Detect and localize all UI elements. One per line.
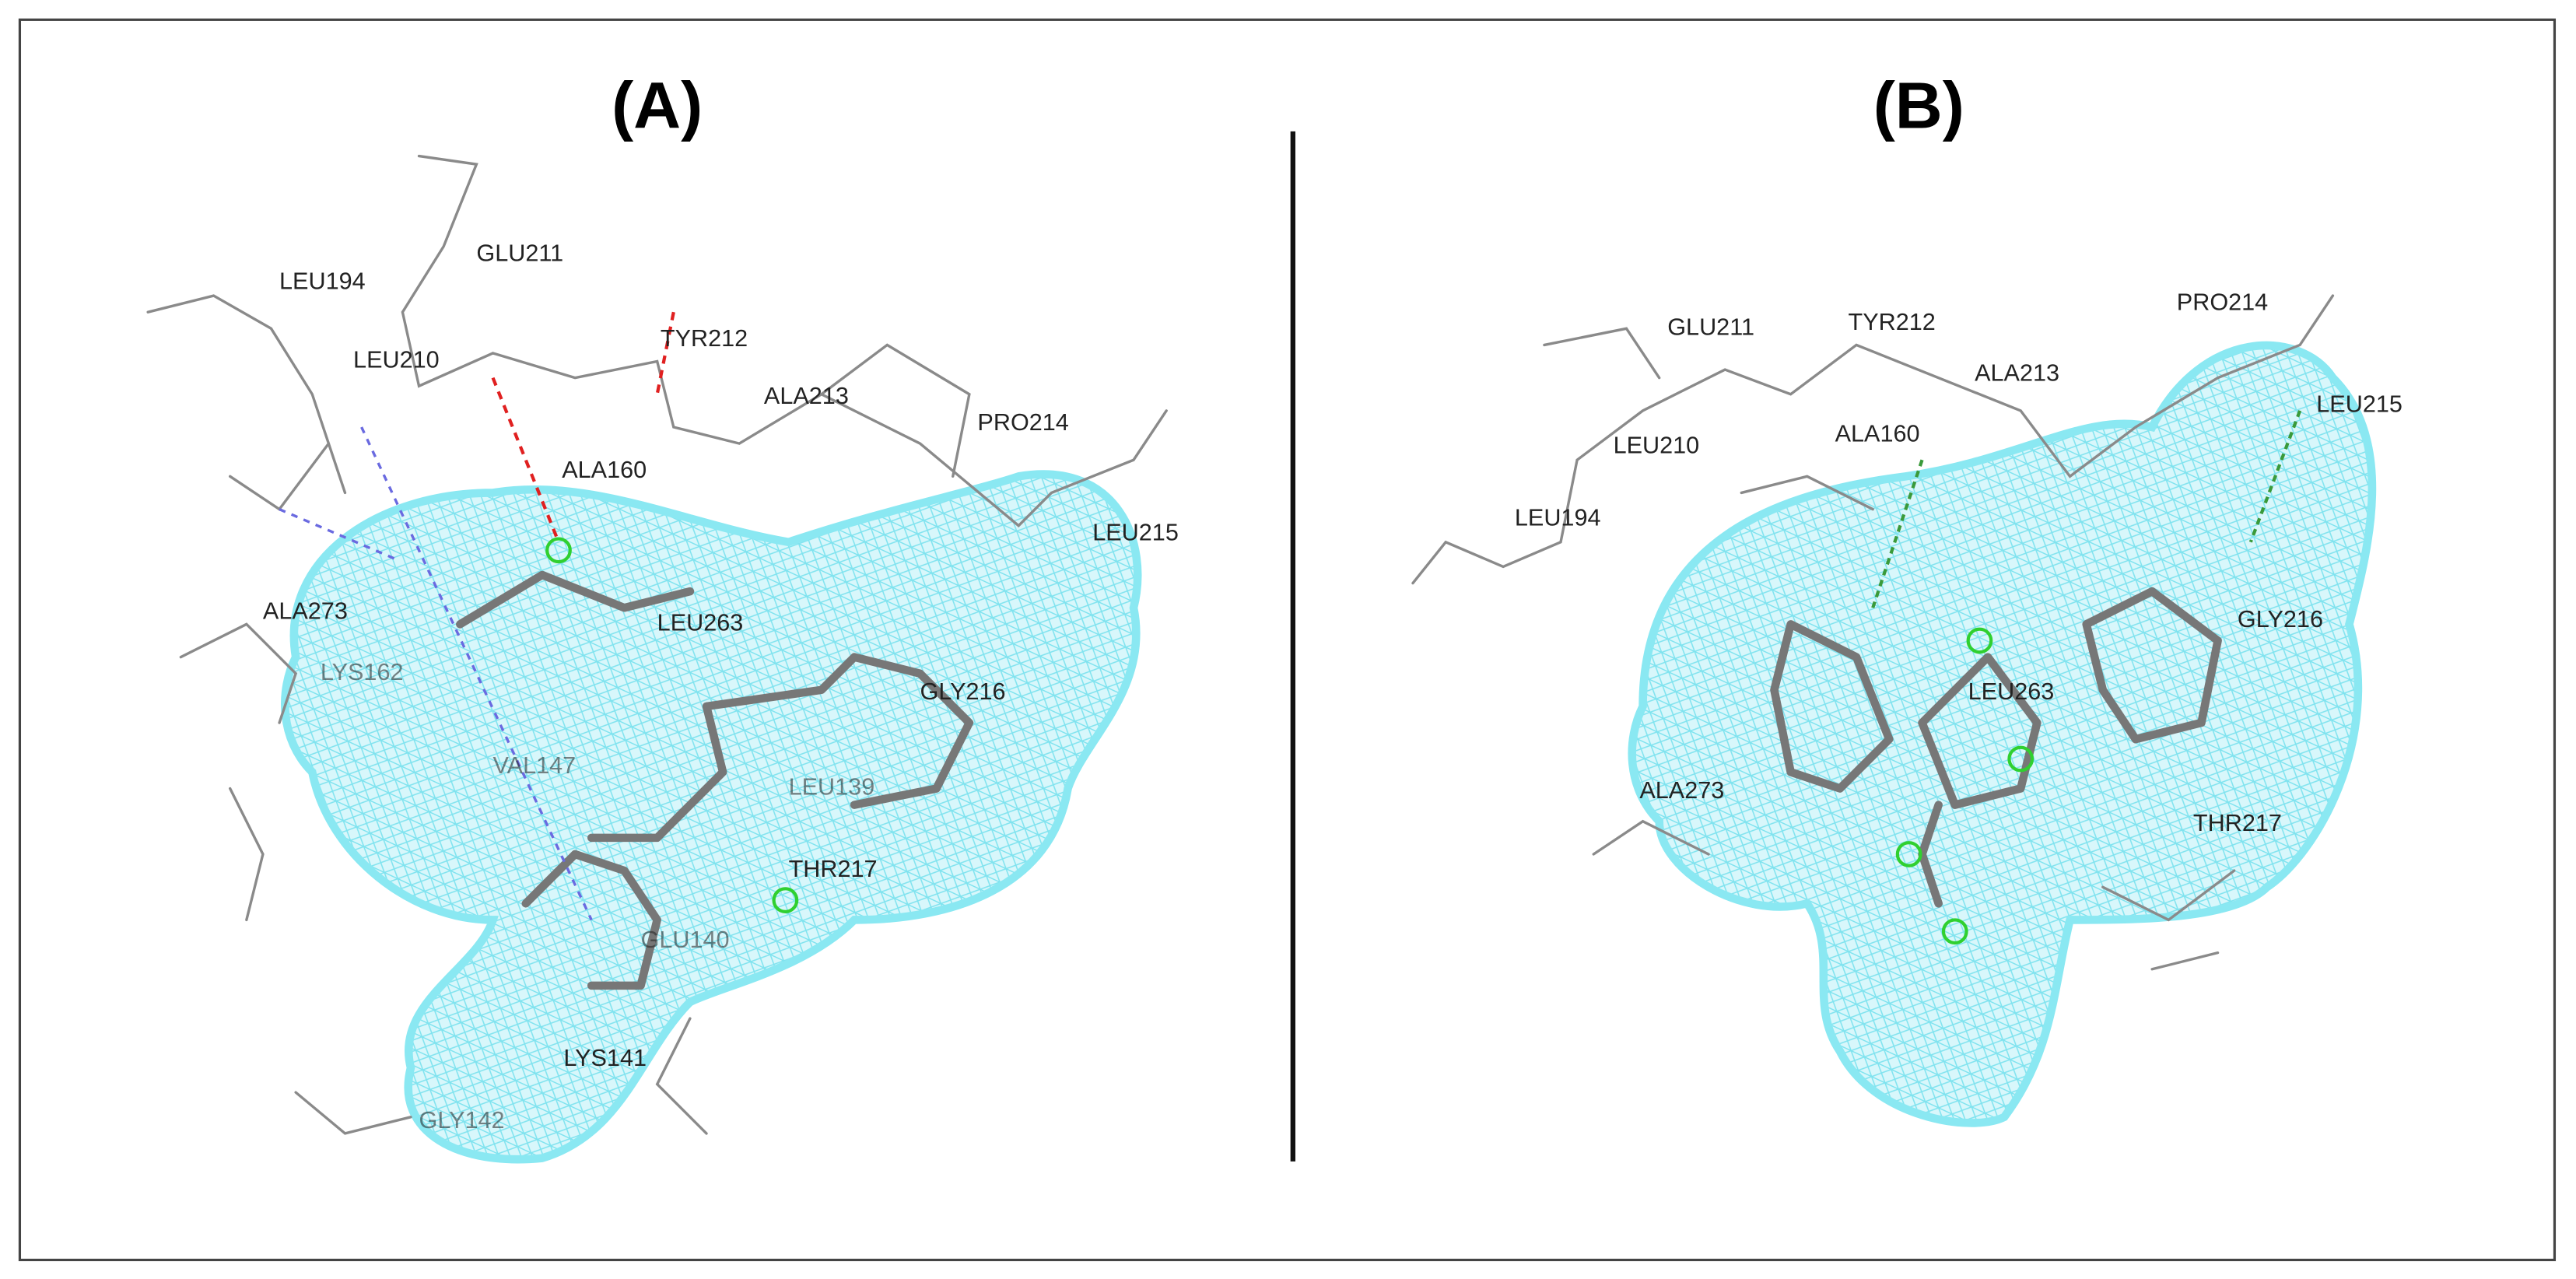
residue-label: PRO214 (977, 409, 1068, 436)
residue-label: PRO214 (2177, 289, 2268, 316)
residue-label: ALA273 (1639, 777, 1724, 804)
residue-label: LEU210 (1614, 432, 1700, 458)
residue-label: LEU210 (353, 347, 440, 373)
residue-label: VAL147 (493, 752, 577, 779)
residue-label: GLU211 (476, 240, 563, 266)
residue-label: LEU263 (1968, 678, 2055, 705)
residue-label: LEU263 (657, 609, 744, 636)
residue-label: LEU139 (789, 774, 875, 801)
residue-label: GLY216 (2238, 606, 2323, 632)
panel-title: (A) (612, 69, 703, 142)
residue-label: GLY142 (419, 1107, 505, 1134)
residue-label: ALA213 (1975, 360, 2059, 387)
frame (18, 18, 2557, 1262)
residue-label: GLU211 (1667, 314, 1754, 340)
residue-label: TYR212 (661, 325, 748, 352)
residue-label: THR217 (2193, 810, 2282, 836)
residue-label: GLU140 (641, 927, 730, 953)
residue-label: THR217 (789, 856, 878, 882)
residue-label: TYR212 (1849, 309, 1936, 335)
residue-label: ALA160 (1835, 421, 1920, 447)
residue-label: LEU215 (2316, 391, 2403, 418)
molecule-sticks (1411, 294, 2335, 971)
panel-title: (B) (1873, 69, 1964, 142)
molecule-sticks (146, 154, 1168, 1135)
residue-label: ALA160 (562, 457, 647, 483)
residue-label: LYS162 (321, 659, 404, 685)
residue-label: LYS141 (563, 1045, 647, 1071)
surface-mesh (281, 470, 1142, 1164)
residue-label: LEU194 (1515, 504, 1601, 531)
residue-label: LEU215 (1092, 519, 1179, 545)
residue-label: LEU194 (279, 268, 366, 294)
residue-label: ALA213 (764, 383, 849, 409)
residue-label: ALA273 (263, 598, 348, 625)
surface-mesh (1628, 341, 2377, 1127)
residue-label: GLY216 (920, 678, 1006, 705)
